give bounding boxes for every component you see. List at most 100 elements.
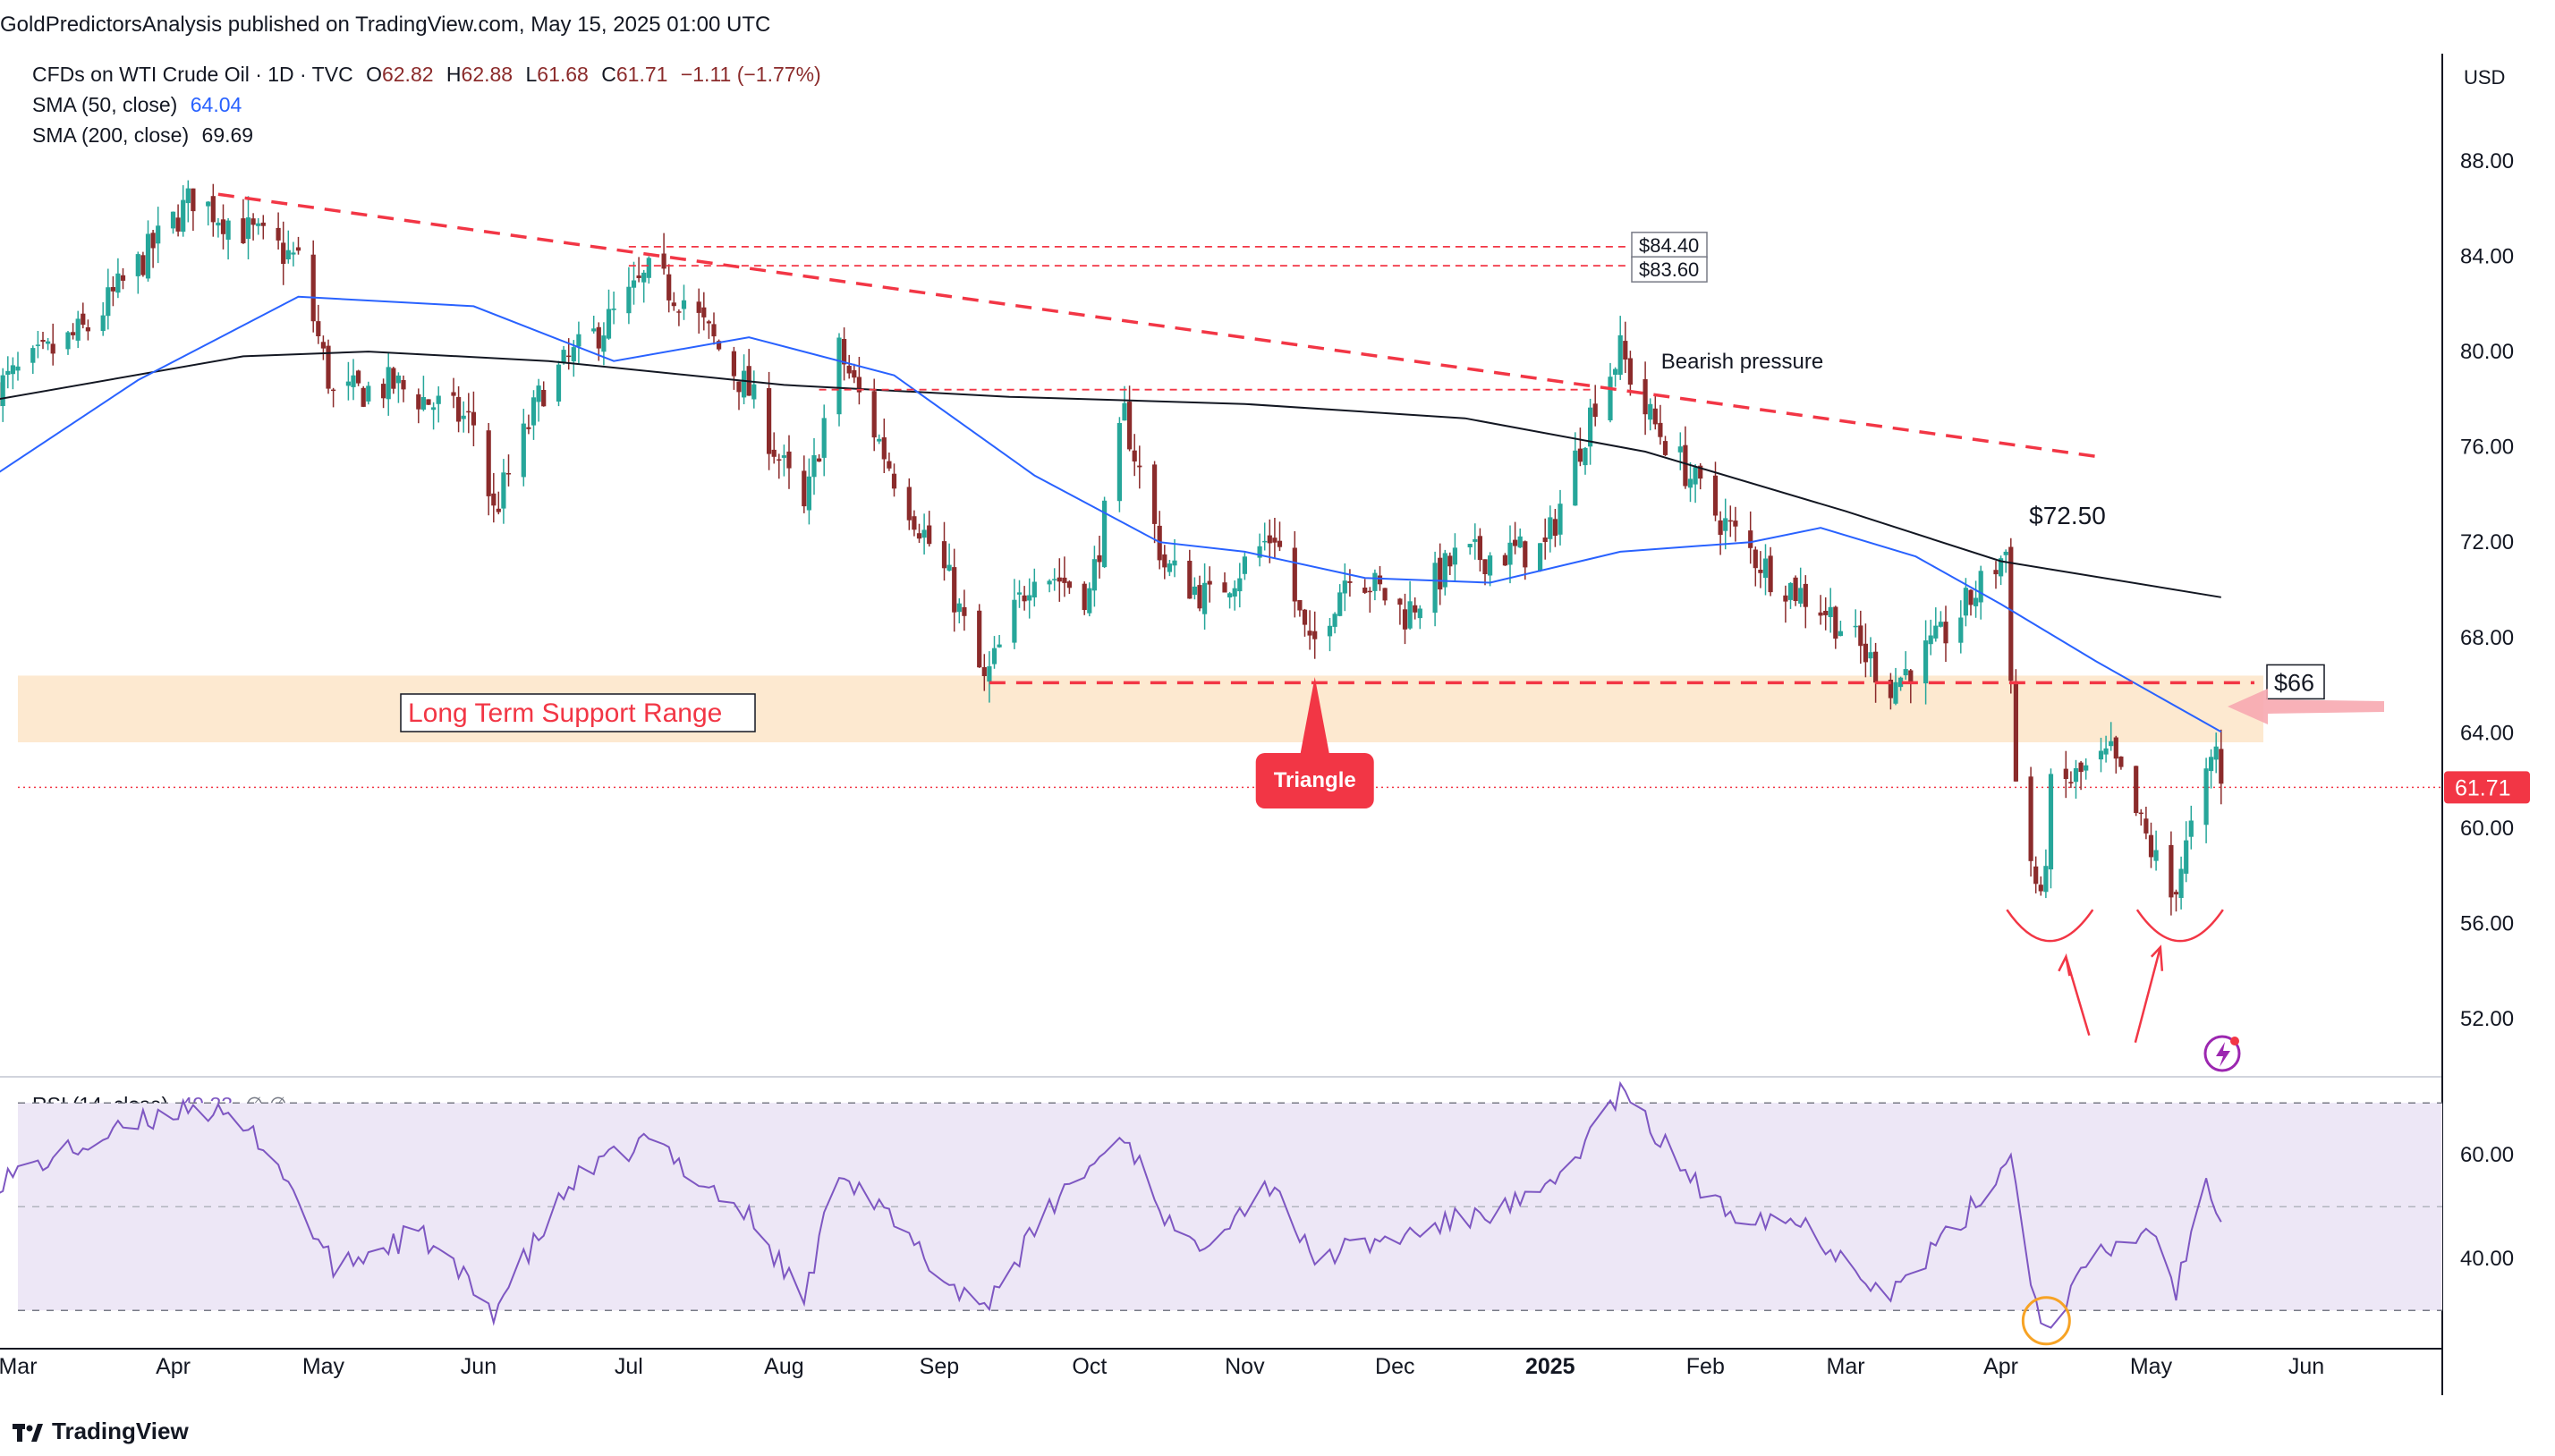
candle[interactable] <box>781 455 786 458</box>
candle[interactable] <box>256 223 261 226</box>
candle[interactable] <box>881 437 887 460</box>
candle[interactable] <box>717 341 722 350</box>
candle[interactable] <box>2113 737 2118 759</box>
candle[interactable] <box>2169 844 2174 898</box>
candle[interactable] <box>596 326 601 349</box>
sma200-legend[interactable]: SMA (200, close) 69.69 <box>32 123 253 148</box>
candle[interactable] <box>1652 408 1658 425</box>
candle[interactable] <box>2153 850 2159 861</box>
candle[interactable] <box>877 438 882 442</box>
candle[interactable] <box>1803 583 1808 607</box>
candle[interactable] <box>191 188 196 212</box>
candle[interactable] <box>1292 547 1297 602</box>
candle[interactable] <box>2038 885 2043 892</box>
candle[interactable] <box>1828 606 1833 617</box>
candle[interactable] <box>921 529 927 538</box>
candle[interactable] <box>276 227 281 241</box>
candle[interactable] <box>1613 368 1618 375</box>
candle[interactable] <box>977 610 982 668</box>
candle[interactable] <box>185 188 191 204</box>
candle[interactable] <box>426 399 431 405</box>
candle[interactable] <box>626 286 632 314</box>
candle[interactable] <box>110 287 115 292</box>
candle[interactable] <box>2048 774 2054 870</box>
candle[interactable] <box>1723 518 1728 531</box>
candle[interactable] <box>1027 595 1032 601</box>
candle[interactable] <box>962 606 967 616</box>
candle[interactable] <box>1262 540 1268 543</box>
candle[interactable] <box>2184 840 2189 874</box>
candle[interactable] <box>661 253 666 269</box>
candle[interactable] <box>2073 768 2079 783</box>
candle[interactable] <box>1627 358 1633 385</box>
candle[interactable] <box>601 335 607 352</box>
candle[interactable] <box>50 343 55 354</box>
candle[interactable] <box>1968 589 1974 605</box>
candle[interactable] <box>701 307 707 317</box>
candle[interactable] <box>1558 504 1563 535</box>
candle[interactable] <box>40 340 46 343</box>
candle[interactable] <box>1592 403 1598 418</box>
candle[interactable] <box>1132 450 1137 461</box>
candle[interactable] <box>1748 530 1753 548</box>
candle[interactable] <box>1012 599 1017 643</box>
candle[interactable] <box>666 274 672 301</box>
candle[interactable] <box>1963 588 1968 616</box>
candle[interactable] <box>206 201 211 207</box>
candle[interactable] <box>471 411 476 426</box>
candle[interactable] <box>1642 379 1648 415</box>
candle[interactable] <box>1548 517 1553 539</box>
candle[interactable] <box>2003 551 2008 555</box>
candle[interactable] <box>5 370 11 375</box>
candle[interactable] <box>842 339 847 365</box>
candle[interactable] <box>2134 766 2139 813</box>
candle[interactable] <box>1116 423 1122 502</box>
candle[interactable] <box>806 476 811 511</box>
candle[interactable] <box>170 211 176 229</box>
sma50-legend[interactable]: SMA (50, close) 64.04 <box>32 93 242 117</box>
candle[interactable] <box>571 347 576 362</box>
candle[interactable] <box>1091 559 1097 591</box>
candle[interactable] <box>466 411 471 413</box>
candle[interactable] <box>1687 478 1693 488</box>
candle[interactable] <box>541 390 547 407</box>
candle[interactable] <box>1488 555 1493 576</box>
candle[interactable] <box>1583 447 1588 466</box>
candle[interactable] <box>2098 750 2104 760</box>
candle[interactable] <box>1232 588 1237 597</box>
candle[interactable] <box>611 309 616 310</box>
candle[interactable] <box>1372 572 1378 591</box>
candle[interactable] <box>646 258 651 278</box>
candle[interactable] <box>1432 563 1438 614</box>
candle[interactable] <box>1898 677 1904 688</box>
candle[interactable] <box>2008 546 2014 681</box>
candle[interactable] <box>1974 597 1979 606</box>
candle[interactable] <box>35 344 40 346</box>
candle[interactable] <box>1762 558 1769 579</box>
candle[interactable] <box>927 525 932 545</box>
candle[interactable] <box>386 367 391 400</box>
candle[interactable] <box>181 199 186 233</box>
candle[interactable] <box>395 375 401 384</box>
symbol-name[interactable]: CFDs on WTI Crude Oil · 1D · TVC <box>32 63 353 86</box>
candle[interactable] <box>1122 402 1127 421</box>
candle[interactable] <box>1342 580 1347 594</box>
candle[interactable] <box>2043 866 2049 893</box>
candle[interactable] <box>285 250 291 259</box>
candle[interactable] <box>1402 609 1408 630</box>
candle[interactable] <box>997 644 1002 648</box>
bottom-arc[interactable] <box>2006 909 2094 943</box>
candle[interactable] <box>1447 555 1453 567</box>
candle[interactable] <box>751 384 757 400</box>
candle[interactable] <box>1192 586 1197 596</box>
candle[interactable] <box>175 217 181 232</box>
candle[interactable] <box>1798 588 1804 604</box>
candle[interactable] <box>981 667 987 676</box>
candle[interactable] <box>1787 582 1794 600</box>
candle[interactable] <box>1187 561 1193 599</box>
candle[interactable] <box>891 473 897 489</box>
candle[interactable] <box>1362 588 1368 593</box>
candle[interactable] <box>636 275 641 278</box>
candle[interactable] <box>846 365 852 374</box>
candle[interactable] <box>1377 575 1383 585</box>
